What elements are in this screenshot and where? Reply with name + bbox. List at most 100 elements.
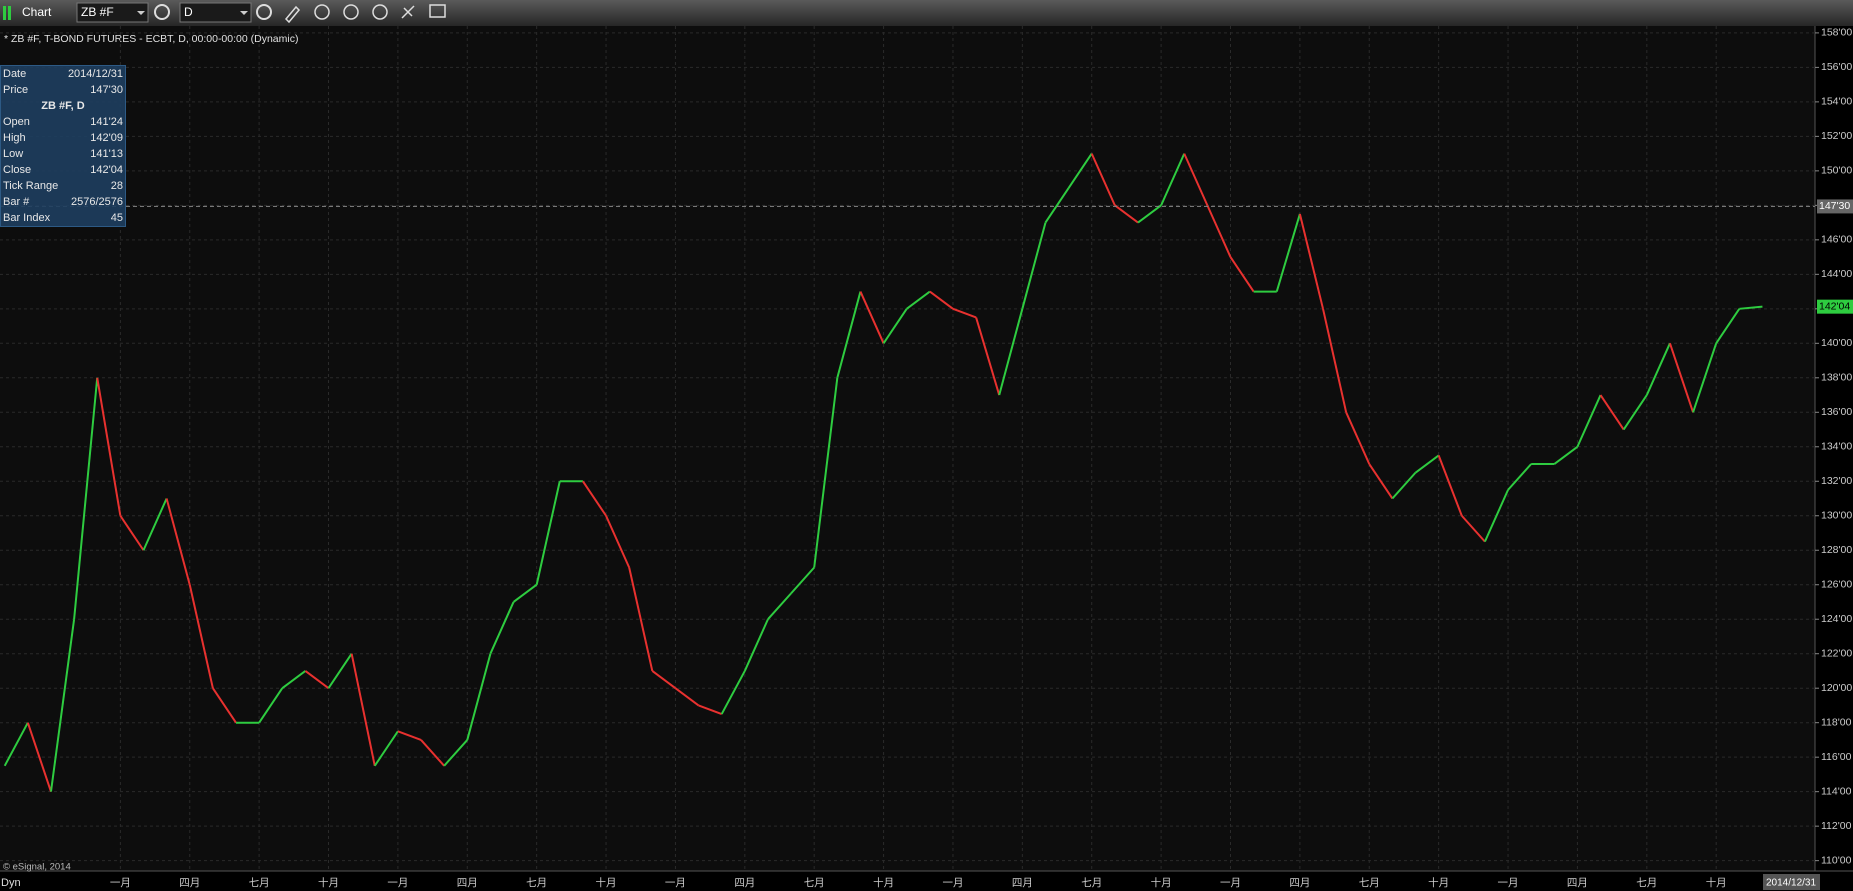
price-segment (466, 653, 492, 741)
price-segment (1160, 153, 1186, 206)
cursor-date: 2014/12/31 (1766, 878, 1816, 889)
price-segment (1645, 342, 1671, 396)
price-segment (813, 377, 839, 568)
x-tick-label: 十月 (1706, 876, 1727, 889)
play-icon[interactable] (343, 4, 359, 20)
y-tick-label: 116'00 (1821, 751, 1852, 763)
refresh-icon[interactable] (314, 4, 330, 20)
y-tick-label: 134'00 (1821, 441, 1852, 453)
row-value: 147'30 (90, 84, 123, 96)
row-label: Close (3, 164, 32, 176)
price-segment (651, 670, 677, 690)
price-segment (605, 515, 631, 568)
y-tick-label: 126'00 (1821, 579, 1852, 591)
price-segment (1483, 489, 1509, 543)
data-row: Bar Index 45 (1, 210, 125, 226)
price-segment (1576, 394, 1602, 448)
tool-icon[interactable] (401, 5, 415, 19)
row-value: 28 (110, 180, 123, 192)
last-price-box (1817, 299, 1853, 314)
price-segment (1322, 308, 1348, 413)
y-tick-label: 156'00 (1821, 61, 1852, 73)
interval[interactable]: D (184, 5, 193, 19)
dropdown-arrow[interactable] (240, 11, 248, 15)
cursor-label: 147'30 (1819, 200, 1850, 212)
price-segment (952, 307, 977, 319)
price-segment (1275, 213, 1301, 292)
x-tick-label: 四月 (179, 877, 200, 889)
interval-box[interactable] (179, 2, 252, 23)
price-segment (1137, 204, 1162, 224)
price-segment (975, 317, 1001, 396)
price-segment (790, 566, 815, 595)
y-tick-label: 154'00 (1821, 96, 1852, 108)
y-tick-label: 132'00 (1821, 475, 1852, 487)
row-label: Low (3, 148, 24, 160)
row-label: Price (3, 84, 29, 96)
price-segment (212, 687, 237, 724)
data-window: Date 2014/12/31 Price 147'30 ZB #F, D Open 141… (0, 65, 126, 227)
row-value: 2576/2576 (71, 196, 123, 208)
price-segment (906, 290, 931, 310)
row-value: 141'13 (90, 148, 123, 160)
message-icon[interactable] (429, 4, 446, 18)
draw-icon[interactable] (284, 5, 301, 24)
y-tick-label: 112'00 (1821, 820, 1852, 832)
row-label: High (3, 132, 26, 144)
x-tick-label: 七月 (1359, 877, 1380, 889)
y-tick-label: 120'00 (1821, 682, 1852, 694)
data-row: Price 147'30 (1, 82, 125, 98)
chart-header: * ZB #F, T-BOND FUTURES - ECBT, D, 00:00… (4, 33, 298, 45)
x-tick-label: 七月 (1636, 877, 1657, 889)
x-tick-label: 一月 (387, 877, 408, 889)
price-segment (1715, 308, 1741, 344)
data-row: Low 141'13 (1, 146, 125, 162)
row-value: 45 (110, 212, 123, 224)
price-segment (929, 290, 954, 310)
price-segment (489, 601, 515, 655)
price-segment (165, 498, 191, 585)
y-tick-label: 118'00 (1821, 716, 1852, 728)
price-segment (373, 730, 399, 767)
cursor-box (1817, 199, 1853, 214)
price-segment (1414, 454, 1440, 474)
price-segment (1345, 411, 1371, 465)
y-tick-label: 124'00 (1821, 613, 1852, 625)
price-segment (1692, 342, 1718, 413)
price-segment (258, 687, 284, 724)
clock-icon[interactable] (256, 4, 272, 20)
price-segment (420, 739, 445, 767)
price-segment (397, 730, 422, 741)
x-tick-label: 十月 (596, 876, 617, 889)
row-value: 141'24 (90, 116, 123, 128)
dropdown-arrow[interactable] (137, 11, 145, 15)
row-label: Open (3, 116, 30, 128)
y-tick-label: 144'00 (1821, 268, 1852, 280)
symbol[interactable]: ZB #F (81, 5, 114, 19)
row-label: Date (3, 68, 27, 80)
x-tick-label: 四月 (734, 877, 755, 889)
x-tick-label: 一月 (942, 877, 963, 889)
price-segment (767, 592, 792, 620)
price-segment (720, 670, 746, 715)
row-value: 142'09 (90, 132, 123, 144)
symbol-box[interactable] (76, 2, 149, 23)
price-segment (1622, 394, 1648, 431)
price-segment (1206, 204, 1232, 258)
copyright: © eSignal, 2014 (3, 862, 71, 873)
x-tick-label: 一月 (1498, 877, 1519, 889)
price-segment (304, 670, 330, 690)
price-segment (535, 481, 561, 585)
data-row: High 142'09 (1, 130, 125, 146)
settings-icon[interactable] (154, 4, 170, 20)
price-segment (698, 704, 723, 716)
alert-icon[interactable] (372, 4, 388, 20)
y-tick-label: 138'00 (1821, 372, 1852, 384)
price-segment (859, 291, 885, 344)
x-tick-label: 四月 (1289, 877, 1310, 889)
price-segment (1507, 463, 1532, 491)
price-segment (327, 653, 353, 689)
price-segment (96, 377, 122, 516)
price-segment (443, 739, 469, 767)
